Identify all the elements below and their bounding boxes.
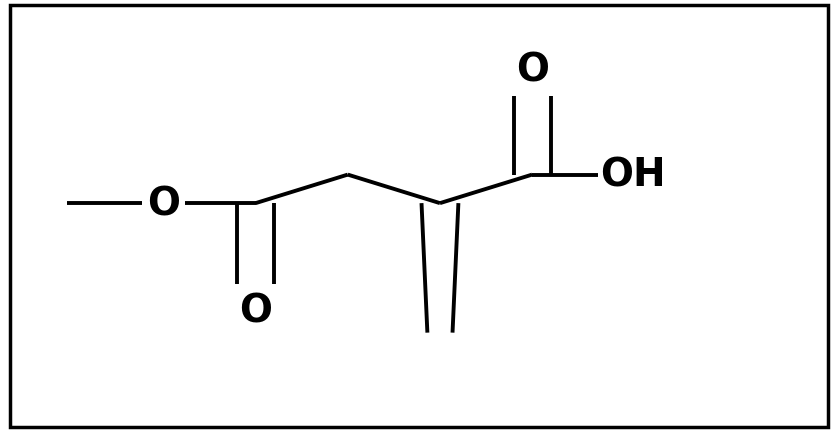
Text: O: O: [239, 292, 272, 330]
Text: OH: OH: [600, 156, 665, 194]
Text: O: O: [147, 185, 180, 223]
Text: O: O: [515, 51, 549, 89]
